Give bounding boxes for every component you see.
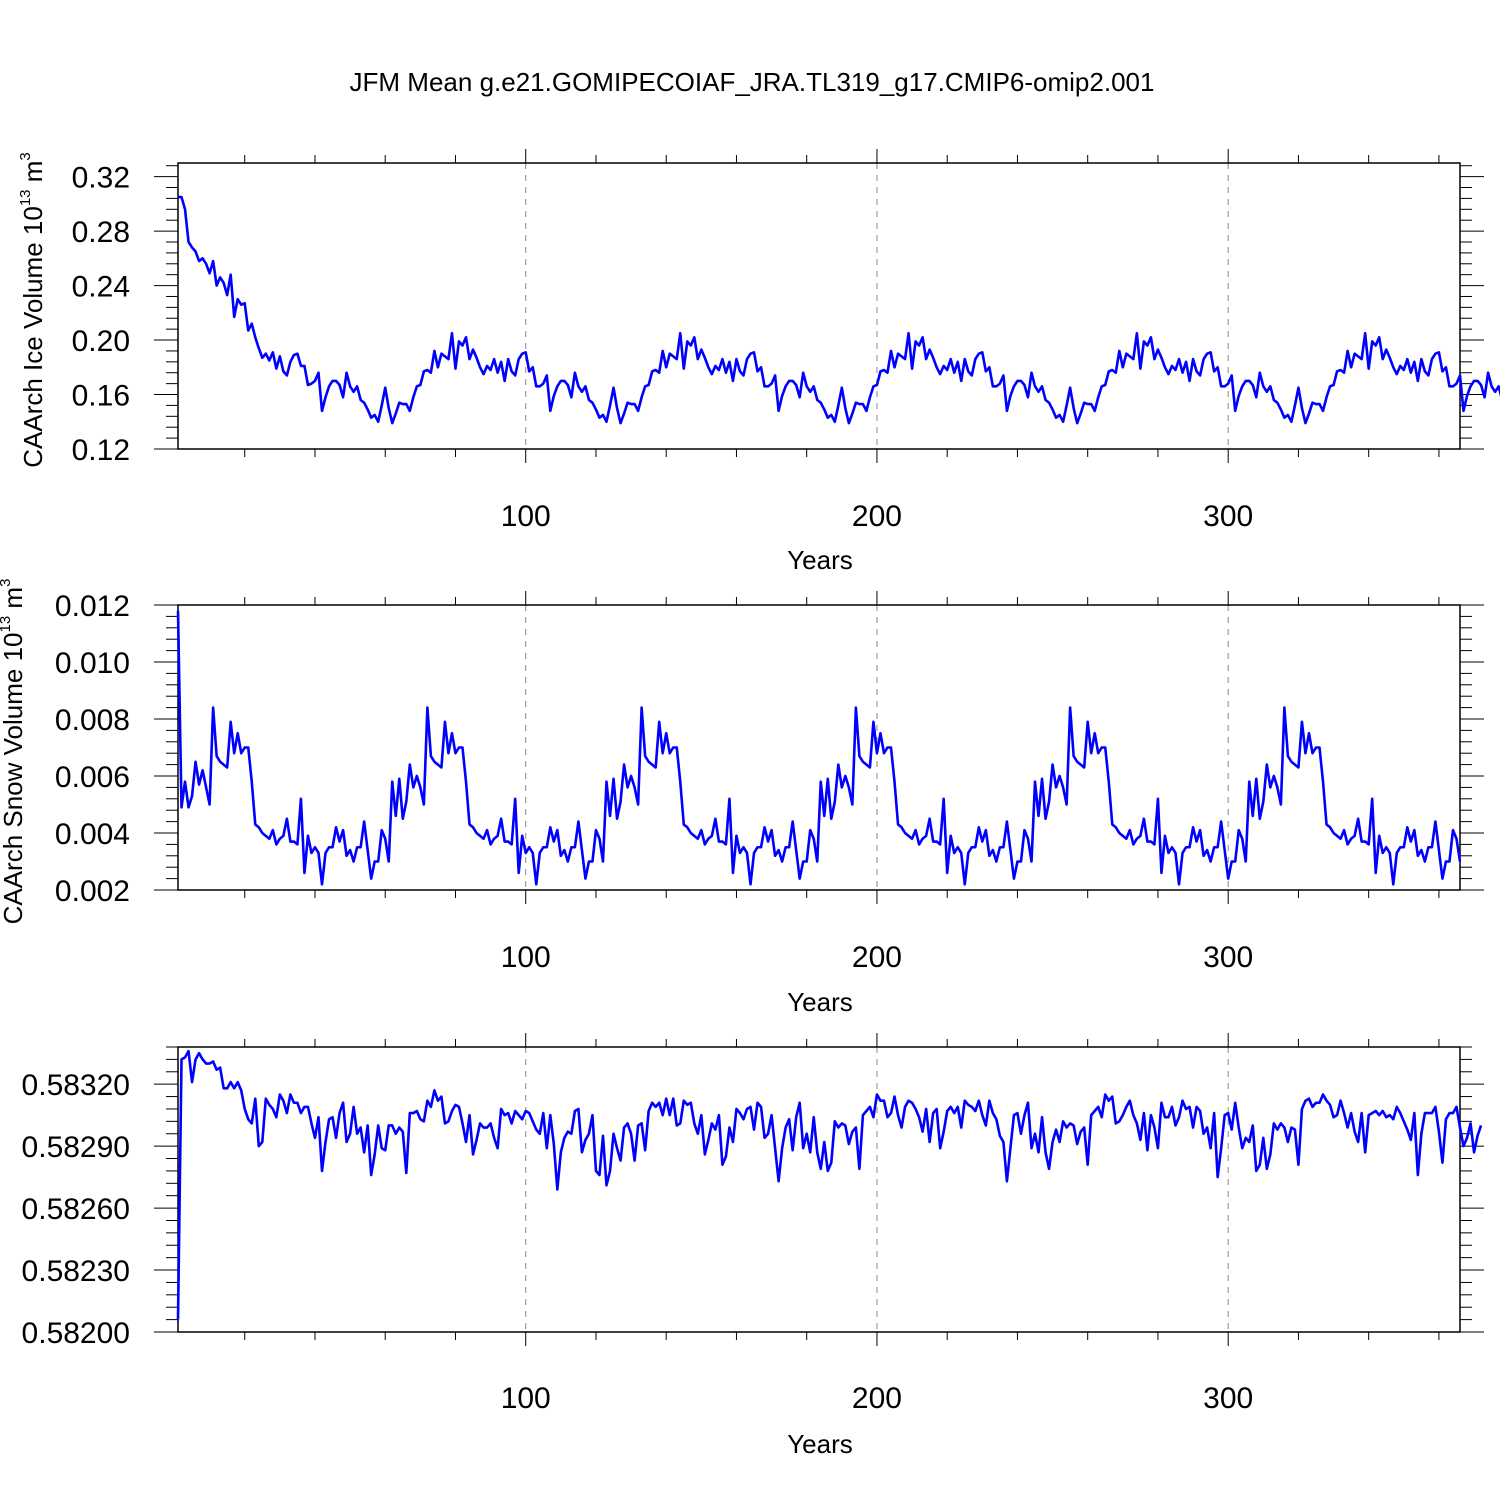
x-axis-title: Years (787, 545, 853, 575)
y-tick-label: 0.012 (55, 590, 130, 623)
y-tick-label: 0.12 (72, 434, 130, 467)
x-tick-label: 300 (1203, 1382, 1253, 1415)
y-tick-label: 0.002 (55, 875, 130, 908)
x-tick-label: 100 (501, 500, 551, 533)
y-tick-label: 0.58200 (22, 1317, 130, 1350)
snow-volume-panel: 100 200 300 0.002 0.004 0.006 0.008 0.010 0.012 Y… (0, 579, 1484, 1017)
y-tick-label: 0.58230 (22, 1255, 130, 1288)
y-tick-label: 0.010 (55, 647, 130, 680)
series-line (176, 1049, 1483, 1320)
x-tick-label: 300 (1203, 500, 1253, 533)
plot-frame (177, 1046, 1461, 1333)
y-tick-label: 0.006 (55, 761, 130, 794)
x-axis-title: Years (787, 987, 853, 1017)
y-tick-label: 0.58320 (22, 1069, 130, 1102)
series-line (178, 195, 1500, 425)
y-tick-label: 0.28 (72, 216, 130, 249)
series-line (176, 610, 1462, 886)
y-axis-title: CAArch Ice Volume 1013 m3 (17, 152, 48, 468)
third-series-panel: 100 200 300 0.58200 0.58230 0.58260 0.58290 0.5… (22, 1033, 1484, 1459)
chart-title: JFM Mean g.e21.GOMIPECOIAF_JRA.TL319_g17… (350, 67, 1155, 97)
x-tick-label: 100 (501, 941, 551, 974)
x-axis-title: Years (787, 1429, 853, 1459)
y-tick-label: 0.004 (55, 818, 130, 851)
x-tick-label: 100 (501, 1382, 551, 1415)
x-tick-label: 200 (852, 941, 902, 974)
y-tick-label: 0.16 (72, 380, 130, 413)
y-tick-label: 0.58290 (22, 1131, 130, 1164)
y-tick-label: 0.24 (72, 271, 130, 304)
y-tick-label: 0.32 (72, 162, 130, 195)
y-tick-label: 0.008 (55, 704, 130, 737)
y-tick-label: 0.20 (72, 325, 130, 358)
x-tick-label: 300 (1203, 941, 1253, 974)
y-tick-label: 0.58260 (22, 1193, 130, 1226)
y-axis-title: CAArch Snow Volume 1013 m3 (0, 579, 28, 925)
ice-volume-panel: 100 200 300 0.12 0.16 0.20 0.24 0.28 0.32 Years CA… (17, 149, 1500, 575)
plot-frame (177, 604, 1461, 891)
plot-frame (177, 162, 1461, 450)
x-tick-label: 200 (852, 500, 902, 533)
x-tick-label: 200 (852, 1382, 902, 1415)
